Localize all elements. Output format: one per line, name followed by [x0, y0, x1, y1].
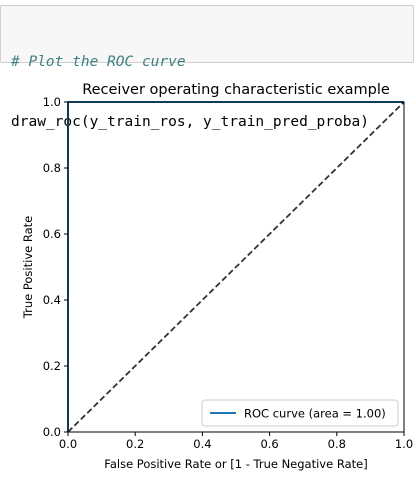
code-line: draw_roc(y_train_ros, y_train_pred_proba… [11, 114, 369, 130]
series-layer [67, 101, 405, 433]
y-tick-label: 0.0 [43, 425, 61, 439]
roc-chart: Receiver operating characteristic exampl… [21, 82, 413, 471]
x-tick-label: 0.8 [328, 437, 346, 451]
legend-box [201, 399, 399, 427]
chart-title: Receiver operating characteristic exampl… [82, 82, 390, 98]
code-comment: # Plot the ROC curve [11, 54, 186, 70]
plot-frame [67, 101, 405, 433]
y-tick-label: 0.8 [43, 161, 61, 175]
y-tick-label: 0.4 [43, 293, 61, 307]
x-tick-label: 0.0 [59, 437, 77, 451]
y-tick-label: 1.0 [43, 95, 61, 109]
x-axis-ticks: 0.0 0.2 0.4 0.6 0.8 1.0 [59, 432, 413, 451]
y-axis-label: True Positive Rate [21, 216, 35, 319]
x-tick-label: 0.2 [126, 437, 144, 451]
x-tick-label: 0.6 [260, 437, 278, 451]
chance-diagonal-line [67, 101, 405, 433]
y-tick-label: 0.6 [43, 227, 61, 241]
x-tick-label: 1.0 [395, 437, 413, 451]
x-axis-label: False Positive Rate or [1 - True Negativ… [104, 457, 367, 471]
legend: ROC curve (area = 1.00) [201, 399, 399, 427]
legend-entry-roc: ROC curve (area = 1.00) [244, 407, 386, 421]
x-tick-label: 0.4 [193, 437, 211, 451]
y-tick-label: 0.2 [43, 359, 61, 373]
code-cell[interactable]: # Plot the ROC curve draw_roc(y_train_ro… [0, 5, 414, 130]
roc-figure: Receiver operating characteristic exampl… [0, 72, 416, 480]
y-axis-ticks: 0.0 0.2 0.4 0.6 0.8 1.0 [43, 95, 68, 439]
